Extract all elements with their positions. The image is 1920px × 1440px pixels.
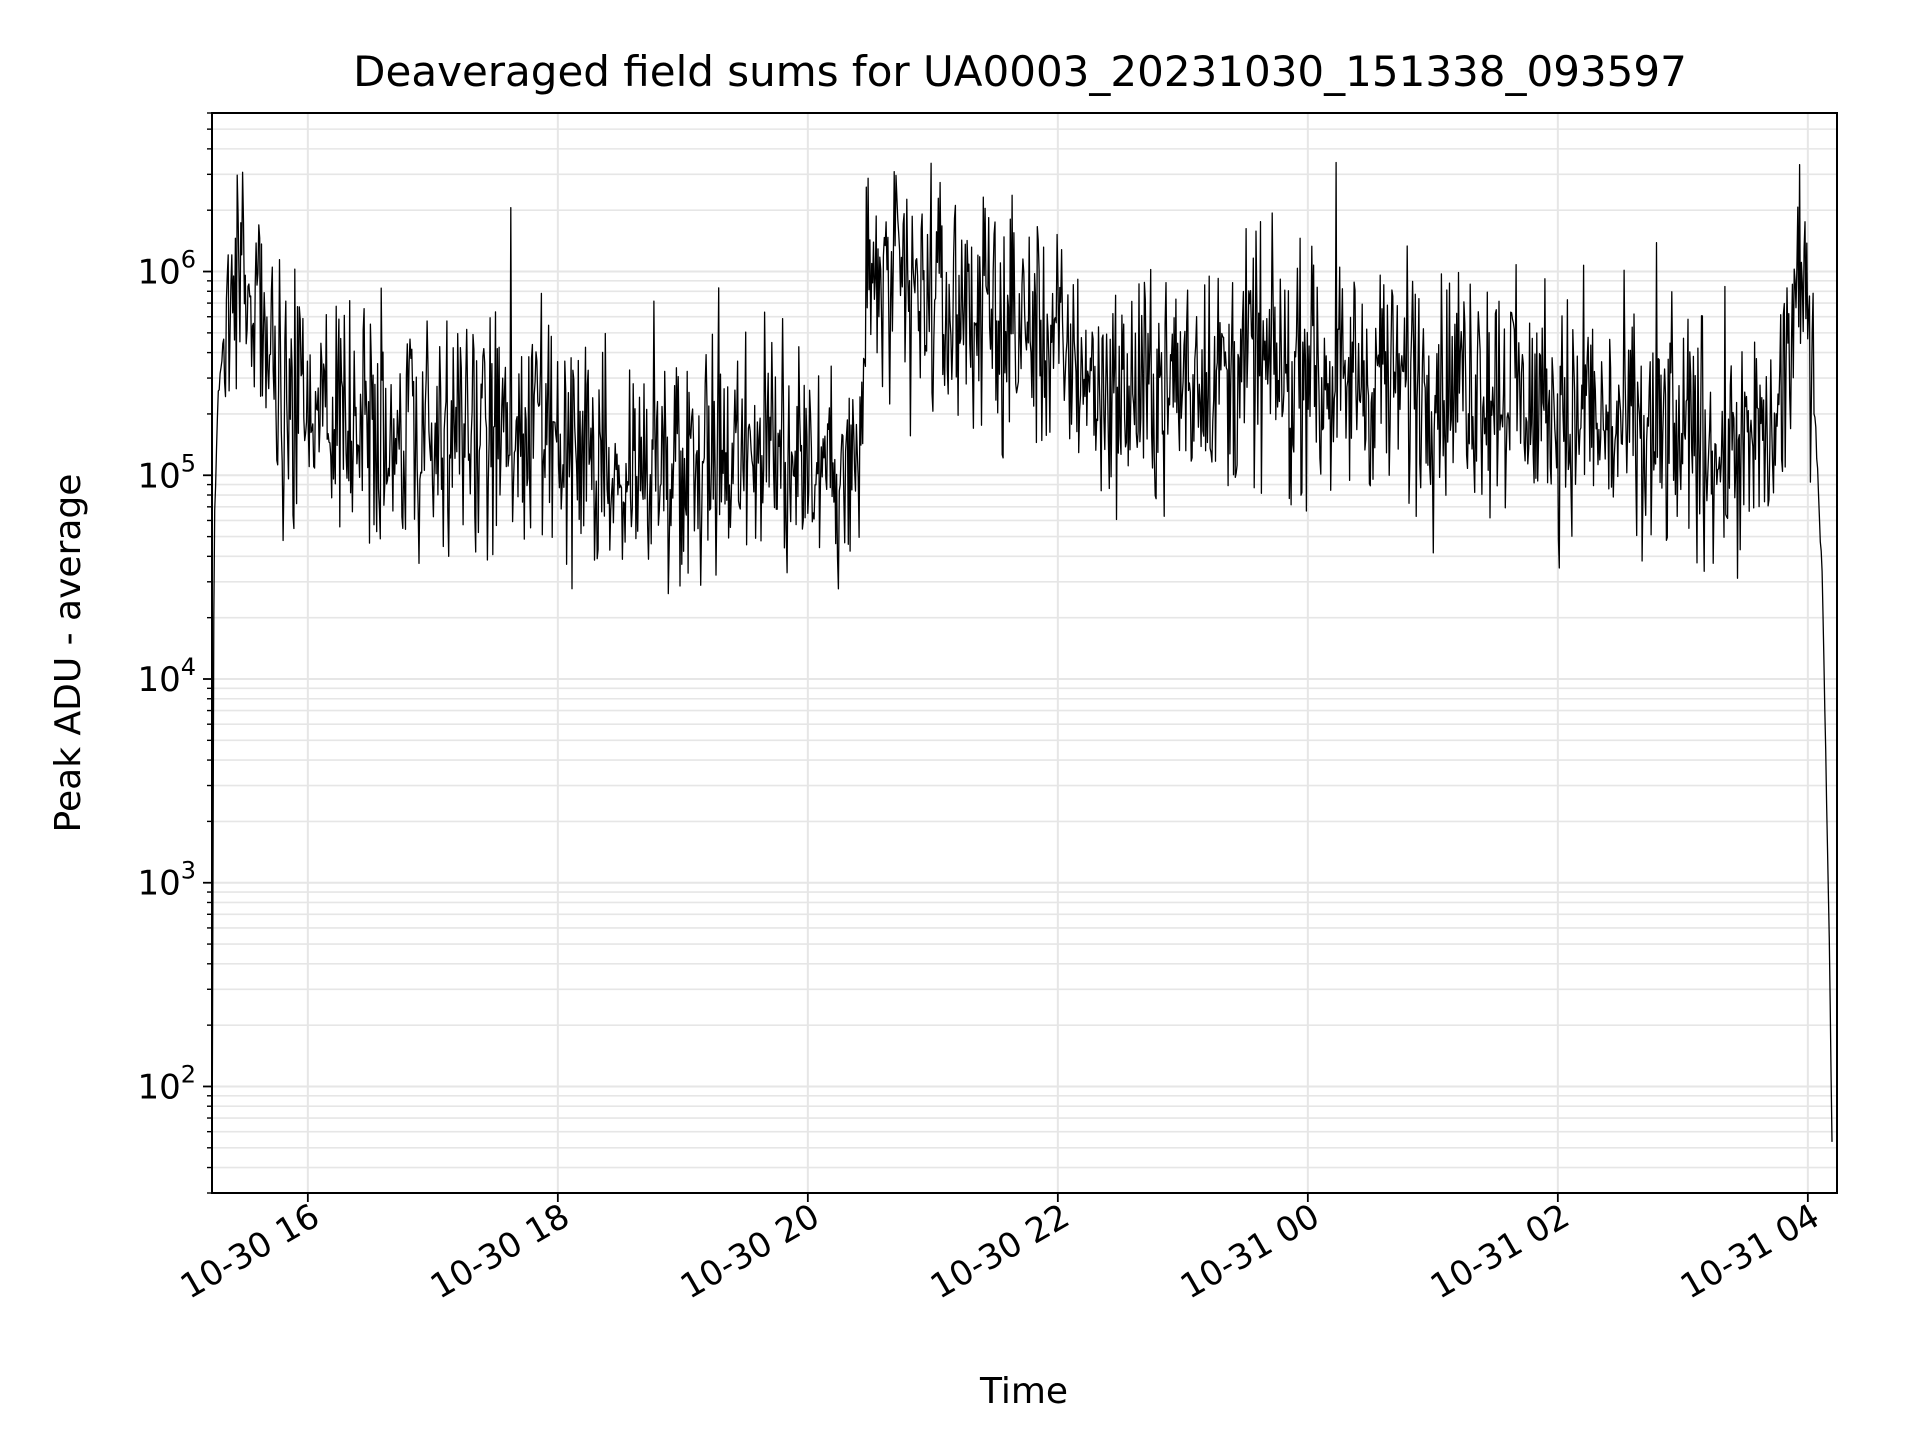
y-tick-label: 102 <box>137 1060 196 1107</box>
y-tick-label: 106 <box>137 246 196 293</box>
y-axis: 102 103 104 105 106 <box>137 112 212 1194</box>
y-axis-label: Peak ADU - average <box>48 474 89 833</box>
y-tick-label: 104 <box>137 653 196 700</box>
chart-title: Deaveraged field sums for UA0003_2023103… <box>353 47 1687 96</box>
x-axis-label: Time <box>979 1371 1068 1412</box>
series-group <box>211 161 1833 1194</box>
plot-frame <box>211 112 1838 1194</box>
series-line <box>211 161 1833 1194</box>
y-tick-label: 103 <box>137 857 196 904</box>
y-tick-label: 105 <box>137 449 196 496</box>
